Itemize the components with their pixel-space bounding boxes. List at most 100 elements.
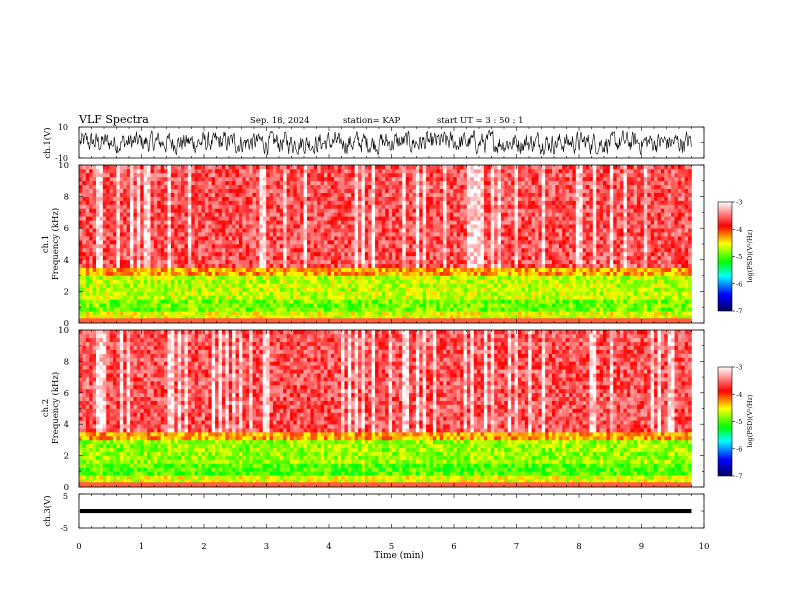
spectrogram-cell [82, 224, 87, 229]
spectrogram-cell [354, 271, 359, 276]
spectrogram-cell [116, 232, 121, 237]
spectrogram-cell [245, 283, 250, 288]
spectrogram-cell [681, 299, 685, 304]
spectrogram-cell [637, 287, 641, 292]
spectrogram-cell [514, 287, 519, 292]
spectrogram-cell [412, 247, 417, 253]
spectrogram-cell [262, 275, 267, 280]
spectrogram-cell [136, 279, 141, 284]
spectrogram-cell [170, 244, 175, 249]
spectrogram-cell [545, 255, 549, 261]
spectrogram-cell [116, 259, 121, 265]
spectrogram-cell [225, 255, 230, 261]
spectrogram-cell [422, 216, 427, 221]
spectrogram-cell [623, 236, 628, 241]
spectrogram-cell [92, 291, 97, 296]
spectrogram-cell [606, 236, 611, 241]
spectrogram-cell [351, 307, 355, 312]
spectrogram-cell [204, 255, 209, 261]
spectrogram-cell [637, 255, 641, 261]
spectrogram-cell [395, 244, 400, 249]
spectrogram-cell [96, 311, 100, 316]
spectrogram-cell [106, 279, 110, 284]
spectrogram-cell [592, 216, 597, 221]
spectrogram-cell [623, 259, 628, 265]
spectrogram-cell [296, 275, 301, 280]
spectrogram-cell [300, 224, 304, 229]
spectrogram-cell [347, 279, 352, 284]
spectrogram-cell [375, 255, 379, 261]
spectrogram-cell [92, 212, 97, 217]
spectrogram-cell [388, 228, 393, 233]
spectrogram-cell [534, 299, 539, 304]
spectrogram-cell [385, 287, 389, 292]
spectrogram-cell [395, 271, 400, 276]
spectrogram-cell [143, 307, 148, 312]
spectrogram-cell [456, 224, 461, 229]
spectrogram-cell [143, 303, 148, 308]
spectrogram-cell [123, 287, 127, 292]
spectrogram-cell [630, 307, 634, 312]
spectrogram-cell [524, 220, 529, 225]
spectrogram-cell [623, 244, 628, 249]
spectrogram-cell [215, 216, 219, 221]
spectrogram-cell [283, 228, 287, 233]
spectrogram-cell [150, 240, 155, 245]
spectrogram-cell [235, 315, 240, 320]
spectrogram-cell [534, 263, 539, 268]
spectrogram-cell [453, 244, 458, 249]
spectrogram-cell [487, 315, 492, 320]
spectrogram-cell [150, 259, 155, 265]
spectrogram-cell [637, 232, 641, 237]
spectrogram-cell [630, 220, 634, 225]
spectrogram-cell [109, 255, 114, 261]
spectrogram-cell [262, 247, 267, 253]
spectrogram-cell [511, 271, 515, 276]
spectrogram-cell [555, 236, 560, 241]
spectrogram-cell [507, 240, 512, 245]
spectrogram-cell [211, 259, 216, 265]
spectrogram-cell [436, 271, 440, 276]
spectrogram-cell [198, 228, 202, 233]
spectrogram-cell [511, 259, 515, 265]
spectrogram-cell [528, 311, 532, 316]
spectrogram-cell [470, 255, 475, 261]
spectrogram-cell [545, 279, 549, 284]
spectrogram-cell [497, 287, 502, 292]
spectrogram-cell [623, 228, 628, 233]
spectrogram-cell [664, 299, 668, 304]
spectrogram-cell [480, 263, 485, 268]
spectrogram-cell [637, 244, 641, 249]
spectrogram-cell [310, 232, 315, 237]
spectrogram-cell [500, 236, 505, 241]
spectrogram-cell [255, 251, 260, 257]
spectrogram-cell [378, 244, 383, 249]
spectrogram-cell [119, 287, 124, 292]
spectrogram-cell [276, 263, 281, 268]
spectrogram-cell [466, 251, 471, 257]
spectrogram-cell [432, 315, 437, 320]
spectrogram-cell [215, 291, 219, 296]
spectrogram-cell [497, 267, 502, 272]
spectrogram-cell [289, 236, 294, 241]
spectrogram-cell [630, 267, 634, 272]
spectrogram-cell [490, 244, 495, 249]
spectrogram-cell [85, 303, 90, 308]
spectrogram-cell [398, 315, 403, 320]
spectrogram-cell [409, 299, 413, 304]
spectrogram-cell [388, 315, 393, 320]
spectrogram-cell [507, 216, 512, 221]
spectrogram-cell [572, 251, 577, 257]
spectrogram-cell [167, 244, 172, 249]
spectrogram-cell [140, 299, 144, 304]
spectrogram-cell [551, 251, 556, 257]
spectrogram-cell [136, 275, 141, 280]
spectrogram-cell [181, 251, 185, 257]
spectrogram-cell [109, 236, 114, 241]
spectrogram-cell [255, 232, 260, 237]
spectrogram-cell [228, 271, 233, 276]
spectrogram-cell [620, 271, 624, 276]
spectrogram-cell [204, 279, 209, 284]
spectrogram-cell [337, 220, 342, 225]
spectrogram-cell [375, 251, 379, 257]
